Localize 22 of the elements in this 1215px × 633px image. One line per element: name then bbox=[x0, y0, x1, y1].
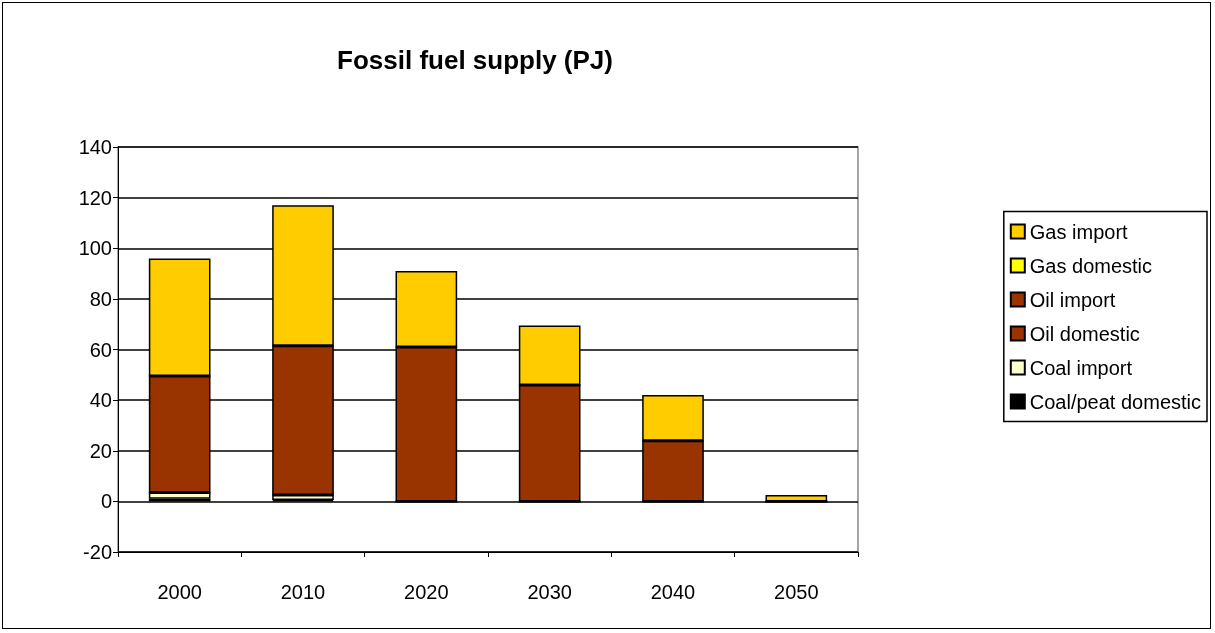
legend-label: Coal import bbox=[1029, 356, 1133, 379]
y-tick-label: 80 bbox=[89, 287, 112, 310]
x-tick-label: 2040 bbox=[650, 581, 696, 603]
y-tick-label: 100 bbox=[78, 237, 112, 260]
legend-label: Coal/peat domestic bbox=[1029, 390, 1201, 413]
x-tick-label: 2010 bbox=[280, 581, 326, 603]
legend-label: Oil domestic bbox=[1029, 322, 1140, 345]
y-tick-label: -20 bbox=[83, 541, 112, 563]
x-tick-label: 2020 bbox=[404, 581, 449, 603]
y-tick-label: 20 bbox=[89, 439, 112, 462]
chart-title: Fossil fuel supply (PJ) bbox=[337, 45, 613, 75]
x-tick-label: 2050 bbox=[774, 581, 819, 603]
x-tick-label: 2000 bbox=[157, 581, 202, 603]
y-tick-label: 120 bbox=[78, 186, 112, 209]
y-tick-label: 60 bbox=[89, 338, 112, 361]
legend-label: Gas domestic bbox=[1029, 254, 1153, 277]
y-tick-label: 0 bbox=[100, 490, 112, 513]
legend-label: Oil import bbox=[1029, 288, 1116, 311]
y-tick-label: 40 bbox=[89, 389, 112, 412]
legend-label: Gas import bbox=[1029, 220, 1129, 243]
y-tick-label: 140 bbox=[78, 136, 112, 158]
x-tick-label: 2030 bbox=[527, 581, 572, 603]
